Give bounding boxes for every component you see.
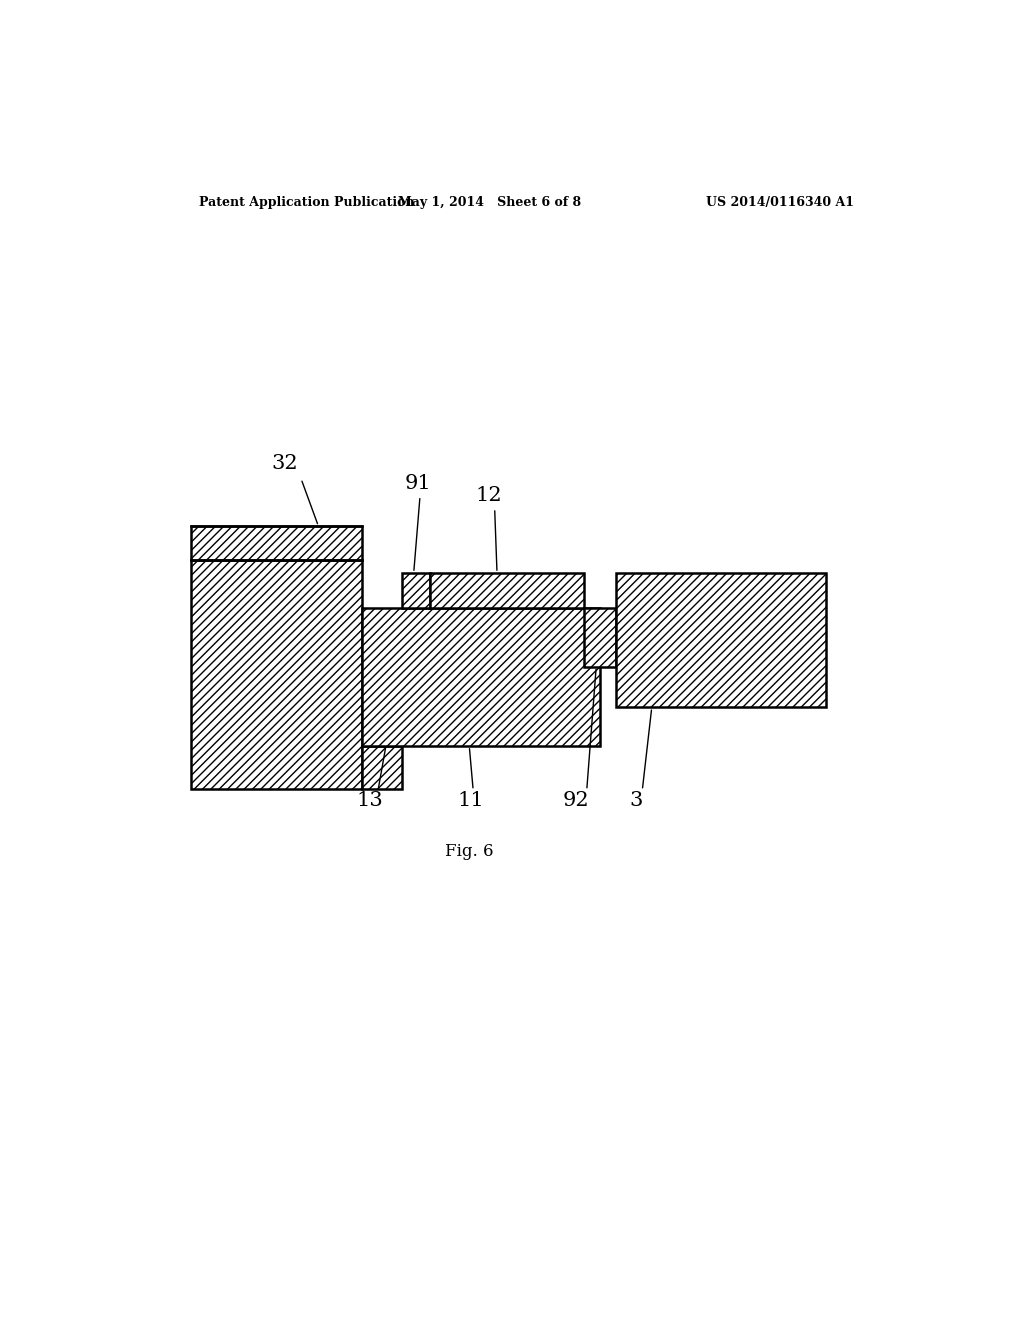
- Text: Patent Application Publication: Patent Application Publication: [200, 195, 415, 209]
- Bar: [585, 607, 616, 667]
- Bar: [401, 573, 430, 607]
- Text: 3: 3: [629, 791, 643, 810]
- Text: Fig. 6: Fig. 6: [445, 843, 494, 861]
- Bar: [616, 573, 826, 708]
- Bar: [191, 560, 362, 788]
- Text: 32: 32: [271, 454, 298, 473]
- Text: 92: 92: [563, 791, 590, 810]
- Text: 13: 13: [356, 791, 383, 810]
- Text: May 1, 2014   Sheet 6 of 8: May 1, 2014 Sheet 6 of 8: [397, 195, 581, 209]
- Text: 11: 11: [458, 791, 484, 810]
- Text: US 2014/0116340 A1: US 2014/0116340 A1: [707, 195, 854, 209]
- Bar: [430, 573, 585, 607]
- Bar: [191, 527, 362, 560]
- Text: 12: 12: [476, 486, 503, 506]
- Bar: [362, 746, 401, 788]
- Text: 91: 91: [404, 474, 431, 494]
- Bar: [362, 607, 600, 746]
